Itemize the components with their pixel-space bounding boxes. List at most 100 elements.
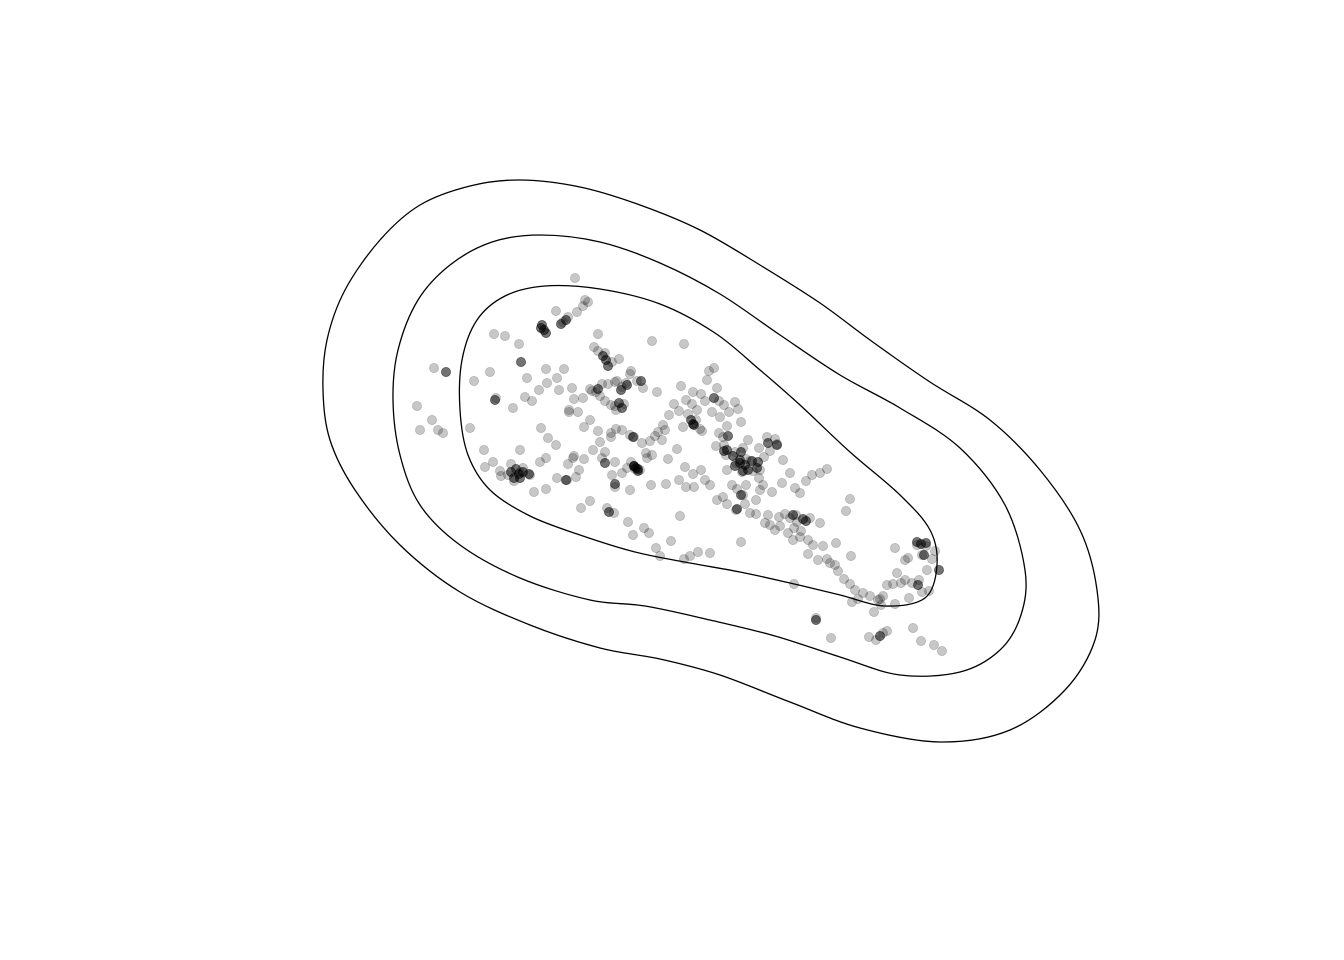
data-point xyxy=(529,486,540,497)
data-point xyxy=(751,508,762,519)
data-point-overlap xyxy=(875,631,886,642)
data-point xyxy=(658,419,669,430)
data-point-overlap xyxy=(440,366,451,377)
data-point xyxy=(878,591,889,602)
data-point-overlap xyxy=(811,615,822,626)
data-point xyxy=(864,632,875,643)
data-point xyxy=(669,398,680,409)
data-point xyxy=(704,365,715,376)
data-point-overlap xyxy=(561,474,572,485)
data-point xyxy=(917,587,928,598)
data-point xyxy=(758,479,769,490)
data-point xyxy=(552,472,563,483)
data-point xyxy=(478,444,489,455)
data-point xyxy=(718,491,729,502)
data-point xyxy=(876,600,887,611)
data-point xyxy=(930,546,941,557)
data-point xyxy=(841,505,852,516)
data-point xyxy=(696,464,707,475)
data-point-overlap xyxy=(736,446,747,457)
data-point xyxy=(583,296,594,307)
data-point xyxy=(541,363,552,374)
data-point-overlap xyxy=(617,402,628,413)
data-point xyxy=(666,536,677,547)
data-point xyxy=(569,450,580,461)
data-point xyxy=(803,535,814,546)
data-point xyxy=(574,464,585,475)
data-point xyxy=(722,464,733,475)
data-point xyxy=(552,372,563,383)
data-point-overlap xyxy=(736,489,747,500)
data-point xyxy=(570,272,581,283)
data-point xyxy=(428,362,439,373)
data-point xyxy=(655,551,666,562)
data-point xyxy=(760,518,771,529)
data-point xyxy=(571,471,582,482)
data-point xyxy=(564,406,575,417)
data-point xyxy=(595,436,606,447)
data-point xyxy=(585,414,596,425)
data-point-overlap xyxy=(732,503,743,514)
data-point xyxy=(535,456,546,467)
data-point xyxy=(847,597,858,608)
data-point-overlap xyxy=(709,392,720,403)
data-point xyxy=(580,294,591,305)
data-point xyxy=(568,452,579,463)
scatter-points xyxy=(411,272,948,657)
data-point xyxy=(639,523,650,534)
data-point xyxy=(707,406,718,417)
data-point xyxy=(688,386,699,397)
data-point-overlap xyxy=(636,375,647,386)
data-point xyxy=(846,551,857,562)
data-point xyxy=(875,594,886,605)
data-point xyxy=(569,393,580,404)
data-point xyxy=(678,421,689,432)
data-point xyxy=(900,575,911,586)
data-point xyxy=(808,540,819,551)
data-point xyxy=(825,558,836,569)
data-point xyxy=(522,372,533,383)
data-point xyxy=(689,481,700,492)
data-point-overlap xyxy=(722,444,733,455)
data-point xyxy=(697,425,708,436)
data-point xyxy=(623,517,634,528)
data-point xyxy=(650,430,661,441)
data-point xyxy=(551,305,562,316)
data-point xyxy=(845,493,856,504)
data-point xyxy=(681,481,692,492)
data-point xyxy=(527,395,538,406)
data-point-overlap xyxy=(753,456,764,467)
data-point xyxy=(807,469,818,480)
data-point xyxy=(908,623,919,634)
data-point xyxy=(680,461,691,472)
data-point xyxy=(696,388,707,399)
data-point xyxy=(603,378,614,389)
data-point xyxy=(600,395,611,406)
data-point xyxy=(767,486,778,497)
data-point xyxy=(830,560,841,571)
data-point xyxy=(664,409,675,420)
data-point xyxy=(593,425,604,436)
data-point-overlap xyxy=(728,450,739,461)
data-point xyxy=(845,579,856,590)
data-point xyxy=(464,422,475,433)
data-point-overlap xyxy=(516,356,527,367)
data-point xyxy=(796,526,807,537)
data-point xyxy=(927,554,938,565)
data-point xyxy=(573,406,584,417)
data-point xyxy=(903,553,914,564)
data-point xyxy=(543,432,554,443)
data-point-overlap xyxy=(610,478,621,489)
data-point-overlap xyxy=(788,509,799,520)
data-point xyxy=(642,452,653,463)
data-point xyxy=(625,484,636,495)
data-point xyxy=(740,498,751,509)
data-point xyxy=(890,599,901,610)
data-point xyxy=(514,338,525,349)
data-point xyxy=(611,423,622,434)
data-point xyxy=(754,442,765,453)
data-point xyxy=(770,525,781,536)
data-point xyxy=(815,467,826,478)
data-point xyxy=(803,549,814,560)
data-point xyxy=(736,537,747,548)
